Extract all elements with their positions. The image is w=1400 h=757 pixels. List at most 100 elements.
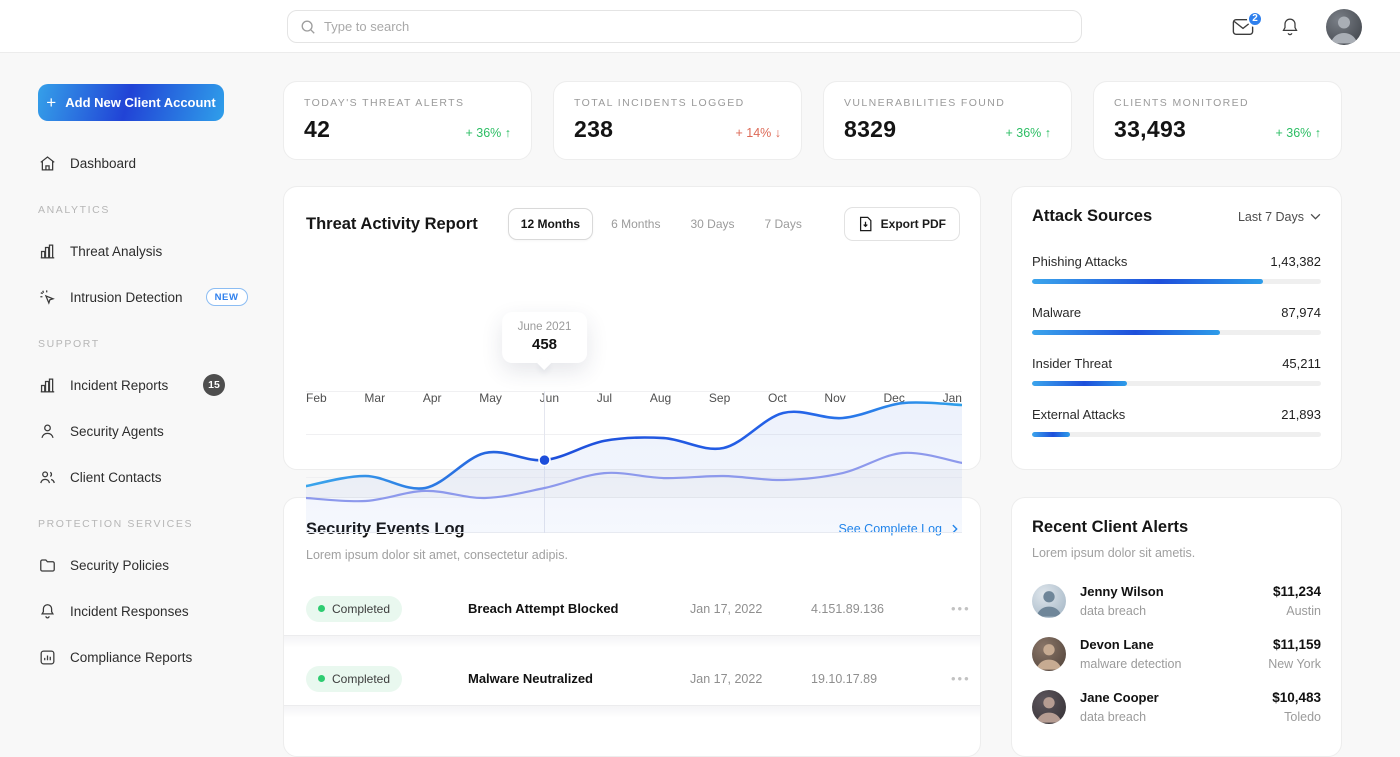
person-silhouette-icon [1032, 690, 1066, 724]
tooltip-value: 458 [518, 336, 572, 353]
sidebar-item-label: Intrusion Detection [70, 290, 183, 305]
source-value: 21,893 [1281, 407, 1321, 422]
alert-amount: $11,159 [1268, 637, 1321, 652]
alert-city: Austin [1273, 604, 1321, 618]
source-value: 45,211 [1282, 356, 1321, 371]
export-pdf-button[interactable]: Export PDF [844, 207, 960, 241]
tab-30-days[interactable]: 30 Days [678, 209, 746, 239]
sidebar-item-label: Compliance Reports [70, 650, 192, 665]
row-menu-button[interactable]: ••• [951, 671, 971, 686]
range-dropdown[interactable]: Last 7 Days [1238, 210, 1321, 224]
stat-value: 238 [574, 116, 613, 143]
event-row[interactable]: Completed Breach Attempt Blocked Jan 17,… [284, 582, 980, 635]
sidebar-item-client-contacts[interactable]: Client Contacts [38, 466, 283, 488]
source-value: 87,974 [1281, 305, 1321, 320]
bar-chart-icon [38, 376, 57, 395]
client-avatar [1032, 584, 1066, 618]
alert-city: Toledo [1272, 710, 1321, 724]
stat-card-incidents-logged: TOTAL INCIDENTS LOGGED 238 + 14% ↓ [553, 81, 802, 160]
event-name: Breach Attempt Blocked [468, 601, 690, 616]
person-silhouette-icon [1032, 584, 1066, 618]
people-icon [38, 468, 57, 487]
tab-12-months[interactable]: 12 Months [508, 208, 593, 240]
arrow-up-icon: ↑ [1315, 126, 1321, 140]
progress-bar [1032, 330, 1321, 335]
export-pdf-label: Export PDF [881, 217, 946, 231]
event-date: Jan 17, 2022 [690, 672, 811, 686]
folder-icon [38, 556, 57, 575]
threat-activity-report-card: Threat Activity Report 12 Months 6 Month… [283, 186, 981, 470]
source-label: External Attacks [1032, 407, 1125, 422]
tooltip-date: June 2021 [518, 321, 572, 333]
report-range-tabs: 12 Months 6 Months 30 Days 7 Days [508, 208, 814, 240]
stat-label: VULNERABILITIES FOUND [844, 97, 1051, 109]
tab-6-months[interactable]: 6 Months [599, 209, 672, 239]
progress-bar [1032, 432, 1321, 437]
client-name: Jenny Wilson [1080, 584, 1164, 599]
home-icon [38, 154, 57, 173]
event-row[interactable]: Completed Malware Neutralized Jan 17, 20… [284, 652, 980, 705]
source-label: Malware [1032, 305, 1081, 320]
user-avatar[interactable] [1326, 9, 1362, 45]
chart-tooltip: June 2021 458 [502, 312, 588, 363]
sidebar-item-dashboard[interactable]: Dashboard [38, 152, 283, 174]
sidebar-item-security-policies[interactable]: Security Policies [38, 554, 283, 576]
client-avatar [1032, 637, 1066, 671]
notifications-button[interactable] [1280, 16, 1300, 38]
status-badge: Completed [306, 596, 402, 622]
arrow-up-icon: ↑ [505, 126, 511, 140]
bell-icon [1280, 16, 1300, 38]
client-alert-row[interactable]: Jenny Wilson data breach $11,234 Austin [1032, 584, 1321, 618]
stat-change: + 14% ↓ [735, 126, 781, 140]
main-content: TODAY'S THREAT ALERTS 42 + 36% ↑ TOTAL I… [283, 81, 1342, 757]
arrow-down-icon: ↓ [775, 126, 781, 140]
client-alert-row[interactable]: Devon Lane malware detection $11,159 New… [1032, 637, 1321, 671]
arrow-up-icon: ↑ [1045, 126, 1051, 140]
client-alerts-title: Recent Client Alerts [1032, 518, 1321, 537]
alert-type: malware detection [1080, 657, 1181, 671]
messages-button[interactable]: 2 [1232, 18, 1254, 36]
client-avatar [1032, 690, 1066, 724]
sidebar-item-threat-analysis[interactable]: Threat Analysis [38, 240, 283, 262]
source-row-malware: Malware 87,974 [1032, 305, 1321, 335]
stat-value: 8329 [844, 116, 896, 143]
source-label: Phishing Attacks [1032, 254, 1127, 269]
tab-7-days[interactable]: 7 Days [753, 209, 814, 239]
event-ip: 4.151.89.136 [811, 602, 951, 616]
stat-card-clients-monitored: CLIENTS MONITORED 33,493 + 36% ↑ [1093, 81, 1342, 160]
status-badge: Completed [306, 666, 402, 692]
attack-sources-title: Attack Sources [1032, 207, 1152, 226]
add-client-label: Add New Client Account [65, 95, 215, 110]
primary-series-area [306, 402, 962, 533]
recent-client-alerts-card: Recent Client Alerts Lorem ipsum dolor s… [1011, 497, 1342, 757]
stat-change: + 36% ↑ [465, 126, 511, 140]
stat-label: TODAY'S THREAT ALERTS [304, 97, 511, 109]
sidebar-item-label: Incident Responses [70, 604, 189, 619]
stat-change: + 36% ↑ [1005, 126, 1051, 140]
row-divider [284, 635, 980, 652]
source-value: 1,43,382 [1270, 254, 1321, 269]
cursor-click-icon [38, 288, 57, 307]
person-silhouette-icon [1032, 637, 1066, 671]
sidebar-section-support: SUPPORT [38, 338, 283, 350]
sidebar-item-compliance-reports[interactable]: Compliance Reports [38, 646, 283, 668]
client-alert-row[interactable]: Jane Cooper data breach $10,483 Toledo [1032, 690, 1321, 724]
sidebar-item-incident-reports[interactable]: Incident Reports 15 [38, 374, 283, 396]
add-client-button[interactable]: + Add New Client Account [38, 84, 224, 121]
source-row-phishing: Phishing Attacks 1,43,382 [1032, 254, 1321, 284]
chart-square-icon [38, 648, 57, 667]
search-input[interactable] [324, 19, 1069, 34]
sidebar-item-security-agents[interactable]: Security Agents [38, 420, 283, 442]
sidebar-item-label: Threat Analysis [70, 244, 162, 259]
sidebar-item-intrusion-detection[interactable]: Intrusion Detection NEW [38, 286, 283, 308]
person-icon [38, 422, 57, 441]
search-bar[interactable] [287, 10, 1082, 43]
event-date: Jan 17, 2022 [690, 602, 811, 616]
sidebar-item-label: Client Contacts [70, 470, 162, 485]
row-menu-button[interactable]: ••• [951, 601, 971, 616]
stat-value: 42 [304, 116, 330, 143]
bell-icon [38, 602, 57, 621]
sidebar-item-incident-responses[interactable]: Incident Responses [38, 600, 283, 622]
range-label: Last 7 Days [1238, 210, 1304, 224]
